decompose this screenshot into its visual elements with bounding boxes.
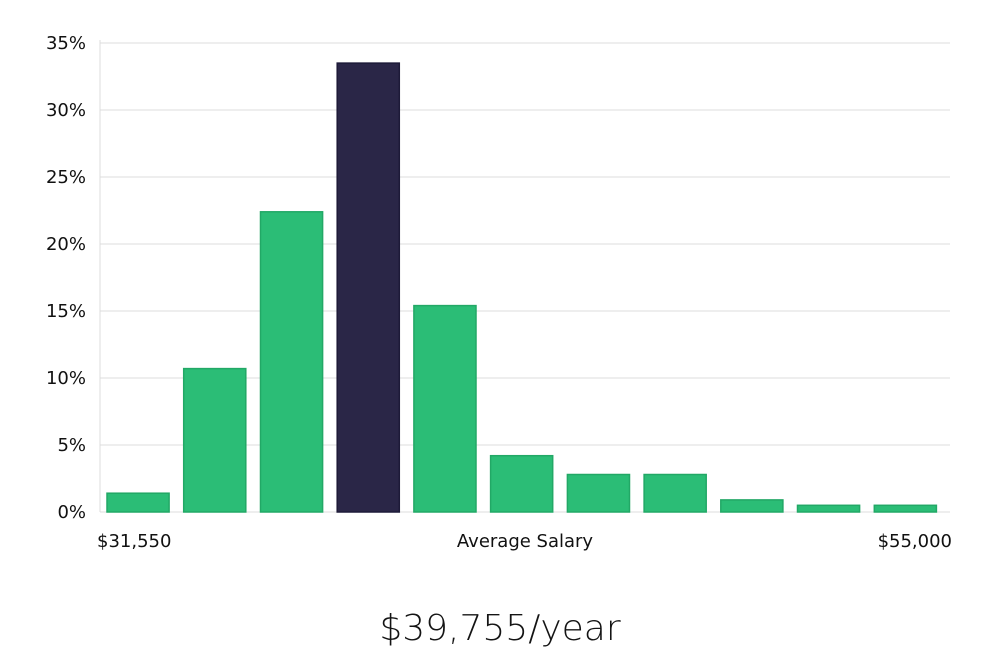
y-axis-ticks: 0% 5% 10% 15% 20% 25% 30% 35% xyxy=(46,33,86,523)
bar xyxy=(720,499,784,513)
x-label-min: $31,550 xyxy=(97,531,171,552)
bars xyxy=(106,62,938,513)
bar xyxy=(489,454,554,513)
y-tick-label: 10% xyxy=(46,368,86,389)
average-salary-value: $39,755/year xyxy=(379,608,621,649)
bar xyxy=(259,211,324,513)
bar xyxy=(413,304,477,513)
bar-highlighted xyxy=(336,62,401,513)
y-tick-label: 25% xyxy=(46,167,86,188)
x-label-average: Average Salary xyxy=(457,531,594,552)
bar xyxy=(873,504,938,513)
bar xyxy=(566,473,631,513)
x-label-max: $55,000 xyxy=(878,531,952,552)
y-tick-label: 20% xyxy=(46,234,86,255)
bar xyxy=(106,492,170,513)
y-tick-label: 0% xyxy=(57,502,86,523)
y-tick-label: 5% xyxy=(57,435,86,456)
bar xyxy=(643,473,707,513)
salary-histogram: 0% 5% 10% 15% 20% 25% 30% 35% $31,550 Average S… xyxy=(46,33,952,552)
y-tick-label: 35% xyxy=(46,33,86,54)
y-tick-label: 30% xyxy=(46,100,86,121)
bar xyxy=(182,367,247,513)
y-tick-label: 15% xyxy=(46,301,86,322)
bar xyxy=(796,504,861,513)
